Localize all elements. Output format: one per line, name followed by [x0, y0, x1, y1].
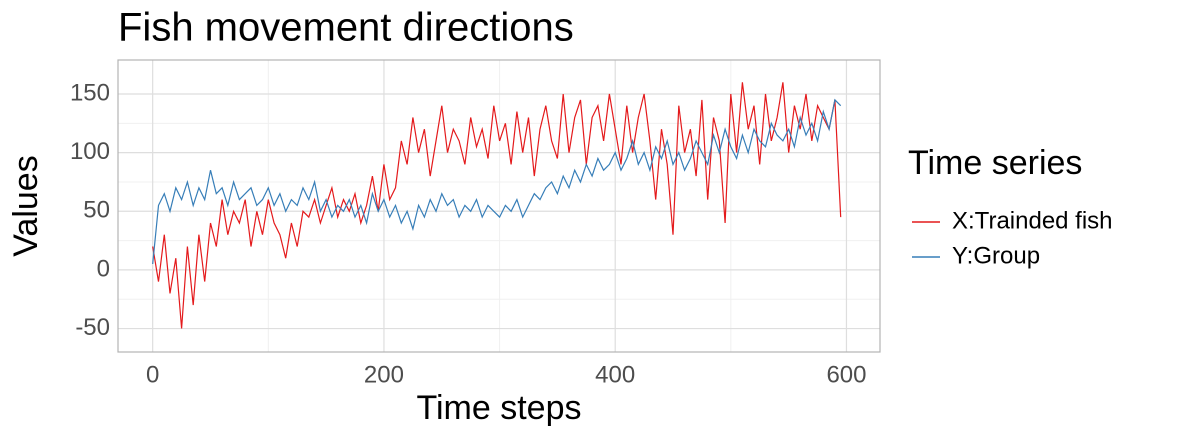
chart-title: Fish movement directions	[118, 6, 574, 50]
x-axis-label: Time steps	[416, 389, 581, 427]
y-tick-label: -50	[75, 314, 110, 341]
y-tick-label: 100	[70, 138, 110, 165]
x-tick-label: 0	[146, 361, 159, 388]
y-tick-label: 50	[83, 197, 110, 224]
y-tick-label: 0	[97, 255, 110, 282]
series-line	[152, 98, 842, 265]
legend-label: X:Trainded fish	[952, 207, 1113, 234]
legend-title: Time series	[908, 144, 1082, 182]
x-tick-label: 400	[595, 361, 635, 388]
x-tick-label: 200	[364, 361, 404, 388]
plot-panel	[118, 60, 880, 352]
x-tick-label: 600	[826, 361, 866, 388]
panel-border	[117, 59, 881, 353]
y-tick-label: 150	[70, 79, 110, 106]
legend-label: Y:Group	[952, 242, 1040, 269]
y-axis-label: Values	[7, 155, 45, 256]
series-line	[152, 82, 842, 329]
